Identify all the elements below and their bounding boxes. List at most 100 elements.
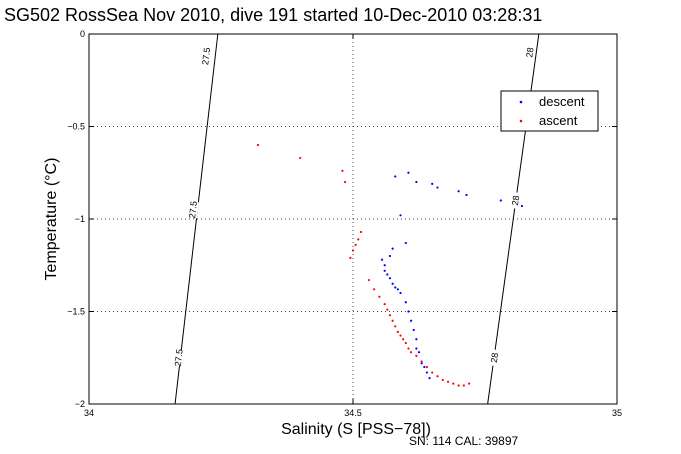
descent-point-16 bbox=[386, 273, 389, 276]
ascent-point-23 bbox=[415, 354, 418, 357]
y-tick-label-2: −1 bbox=[75, 214, 85, 224]
ascent-point-27 bbox=[436, 375, 439, 378]
ascent-point-9 bbox=[367, 278, 370, 282]
ascent-point-30 bbox=[452, 382, 455, 385]
ascent-point-10 bbox=[373, 288, 376, 291]
legend-label-ascent: ascent bbox=[539, 113, 578, 128]
descent-point-13 bbox=[383, 264, 386, 267]
descent-point-14 bbox=[380, 258, 384, 261]
isopycnal-label-27.5-1: 27.5 bbox=[187, 200, 199, 219]
descent-point-23 bbox=[407, 310, 410, 313]
descent-point-31 bbox=[425, 371, 429, 374]
ascent-point-2 bbox=[341, 169, 344, 172]
y-tick-label-0: 0 bbox=[80, 29, 85, 39]
ascent-point-14 bbox=[388, 314, 392, 317]
isopycnal-label-bg-1-2 bbox=[488, 349, 501, 367]
legend-box bbox=[500, 90, 599, 132]
chart-title: SG502 RossSea Nov 2010, dive 191 started… bbox=[4, 5, 542, 25]
descent-point-30 bbox=[423, 365, 426, 369]
footnote: SN: 114 CAL: 39897 bbox=[409, 434, 519, 448]
ascent-point-25 bbox=[425, 365, 429, 369]
descent-point-4 bbox=[436, 186, 439, 189]
descent-point-3 bbox=[431, 182, 434, 185]
descent-point-9 bbox=[399, 214, 402, 217]
isopycnal-label-bg-0-1 bbox=[187, 201, 199, 219]
isopycnal-line-27.5 bbox=[174, 33, 219, 405]
descent-point-24 bbox=[409, 319, 413, 322]
y-axis-label: Temperature (°C) bbox=[43, 158, 60, 281]
ascent-point-26 bbox=[431, 371, 434, 374]
descent-point-29 bbox=[420, 362, 423, 365]
data-points bbox=[256, 143, 524, 387]
legend-marker-descent bbox=[519, 100, 523, 104]
ascent-point-15 bbox=[391, 319, 394, 322]
legend: descent ascent bbox=[500, 90, 599, 132]
isopycnal-label-28-2: 28 bbox=[489, 352, 500, 363]
descent-point-20 bbox=[396, 288, 399, 291]
ascent-point-6 bbox=[354, 243, 357, 246]
y-tick-label-3: −1.5 bbox=[67, 307, 85, 317]
ascent-point-29 bbox=[446, 380, 450, 383]
isopycnal-label-28-0: 28 bbox=[524, 47, 535, 58]
y-tick-label-4: −2 bbox=[75, 399, 85, 409]
descent-point-21 bbox=[399, 291, 402, 295]
isopycnal-label-bg-1-1 bbox=[509, 191, 522, 210]
ascent-point-20 bbox=[404, 341, 407, 345]
descent-point-0 bbox=[394, 175, 397, 178]
descent-point-12 bbox=[388, 254, 392, 258]
axis-ticks: 34 34.5 35 0 −0.5 −1 −1.5 −2 bbox=[67, 29, 622, 418]
ascent-point-31 bbox=[457, 384, 460, 387]
descent-point-15 bbox=[383, 269, 386, 272]
ascent-point-8 bbox=[349, 256, 352, 259]
descent-point-2 bbox=[415, 180, 418, 184]
ascent-point-18 bbox=[399, 334, 402, 337]
descent-point-26 bbox=[415, 338, 418, 341]
ascent-point-7 bbox=[351, 249, 355, 252]
descent-point-10 bbox=[391, 247, 394, 250]
ascent-point-4 bbox=[359, 230, 363, 234]
isopycnal-label-27.5-0: 27.5 bbox=[200, 47, 212, 66]
descent-point-32 bbox=[428, 377, 431, 380]
isopycnal-label-27.5-2: 27.5 bbox=[173, 348, 185, 367]
isopycnal-label-bg-0-0 bbox=[200, 47, 213, 65]
x-tick-label-1: 34.5 bbox=[344, 408, 362, 418]
descent-point-11 bbox=[404, 241, 407, 245]
isopycnal-label-bg-1-0 bbox=[523, 43, 536, 62]
legend-marker-ascent bbox=[519, 119, 523, 123]
ascent-point-13 bbox=[386, 308, 389, 311]
descent-point-6 bbox=[465, 193, 468, 197]
ascent-point-16 bbox=[394, 325, 397, 328]
x-tick-label-2: 35 bbox=[612, 408, 622, 418]
isopycnal-label-bg-0-2 bbox=[172, 349, 185, 367]
descent-point-27 bbox=[415, 347, 418, 350]
descent-point-7 bbox=[499, 199, 502, 202]
ascent-point-21 bbox=[407, 347, 410, 350]
descent-point-19 bbox=[394, 286, 397, 289]
y-tick-label-1: −0.5 bbox=[67, 122, 85, 132]
ascent-point-17 bbox=[396, 330, 399, 333]
ascent-point-33 bbox=[468, 382, 471, 385]
ascent-point-19 bbox=[402, 338, 405, 341]
ascent-point-32 bbox=[462, 384, 465, 387]
ascent-point-5 bbox=[357, 238, 360, 241]
ascent-point-12 bbox=[383, 303, 386, 306]
ascent-point-1 bbox=[299, 156, 302, 160]
descent-point-28 bbox=[417, 351, 421, 354]
descent-point-17 bbox=[388, 277, 392, 280]
ascent-point-24 bbox=[420, 360, 423, 363]
ascent-point-0 bbox=[256, 143, 260, 147]
legend-label-descent: descent bbox=[539, 94, 585, 109]
descent-point-25 bbox=[412, 328, 415, 332]
descent-point-22 bbox=[404, 301, 407, 304]
x-axis-label: Salinity (S [PSS−78]) bbox=[281, 421, 431, 438]
descent-point-8 bbox=[520, 204, 524, 208]
isopycnal-contours: 27.5 27.5 27.5 28 28 28 bbox=[172, 33, 540, 405]
descent-point-5 bbox=[457, 190, 460, 193]
ascent-point-3 bbox=[343, 180, 347, 184]
x-tick-label-0: 34 bbox=[84, 408, 94, 418]
descent-point-18 bbox=[391, 282, 394, 285]
ascent-point-11 bbox=[378, 295, 381, 298]
ascent-point-28 bbox=[441, 378, 444, 382]
ascent-point-22 bbox=[409, 351, 413, 354]
